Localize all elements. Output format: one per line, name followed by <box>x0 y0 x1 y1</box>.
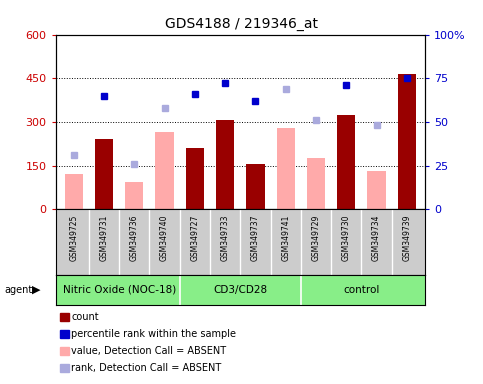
Bar <box>398 74 416 209</box>
Bar <box>95 139 113 209</box>
Text: GDS4188 / 219346_at: GDS4188 / 219346_at <box>165 17 318 31</box>
Bar <box>65 174 83 209</box>
Text: GSM349733: GSM349733 <box>221 215 229 261</box>
Bar <box>277 128 295 209</box>
Bar <box>307 158 325 209</box>
Text: GSM349740: GSM349740 <box>160 215 169 261</box>
Bar <box>156 132 174 209</box>
Bar <box>125 182 143 209</box>
Text: GSM349729: GSM349729 <box>312 215 321 261</box>
Text: GSM349737: GSM349737 <box>251 215 260 261</box>
Text: control: control <box>343 285 380 295</box>
Bar <box>246 164 265 209</box>
Text: GSM349725: GSM349725 <box>69 215 78 261</box>
Text: count: count <box>71 312 99 322</box>
Text: GSM349741: GSM349741 <box>281 215 290 261</box>
Text: GSM349739: GSM349739 <box>402 215 412 261</box>
Text: Nitric Oxide (NOC-18): Nitric Oxide (NOC-18) <box>62 285 176 295</box>
Text: GSM349736: GSM349736 <box>130 215 139 261</box>
Text: GSM349727: GSM349727 <box>190 215 199 261</box>
Text: GSM349730: GSM349730 <box>342 215 351 261</box>
Bar <box>186 148 204 209</box>
Text: ▶: ▶ <box>32 285 41 295</box>
Text: value, Detection Call = ABSENT: value, Detection Call = ABSENT <box>71 346 227 356</box>
Text: rank, Detection Call = ABSENT: rank, Detection Call = ABSENT <box>71 363 222 373</box>
Text: GSM349731: GSM349731 <box>99 215 109 261</box>
Text: agent: agent <box>5 285 33 295</box>
Text: percentile rank within the sample: percentile rank within the sample <box>71 329 237 339</box>
Text: GSM349734: GSM349734 <box>372 215 381 261</box>
Bar <box>368 171 385 209</box>
Bar <box>337 115 355 209</box>
Text: CD3/CD28: CD3/CD28 <box>213 285 268 295</box>
Bar <box>216 121 234 209</box>
